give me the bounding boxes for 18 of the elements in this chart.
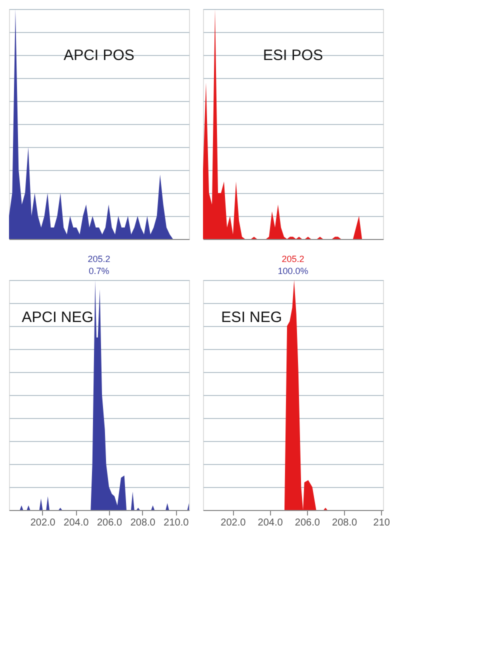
- text: ESI NEG: [221, 308, 282, 326]
- x-tick-label: 206.0: [294, 518, 320, 528]
- text: APCI POS: [64, 47, 134, 64]
- text: 100.0%: [278, 266, 308, 276]
- x-tick-label: 204.0: [258, 518, 284, 528]
- x-tick-label: 210.0: [164, 518, 190, 528]
- x-tick-label: 202.0: [30, 518, 56, 528]
- text: 205.2: [282, 254, 304, 264]
- x-tick-label: 208.0: [130, 518, 156, 528]
- text: ESI POS: [262, 47, 324, 64]
- x-tick-label: 206.0: [96, 518, 122, 528]
- text: 0.7%: [88, 266, 110, 276]
- x-tick-label: 208.0: [332, 518, 358, 528]
- text: APCI NEG: [22, 308, 94, 326]
- x-tick-label: 210: [373, 518, 390, 528]
- text: 205.2: [88, 254, 110, 264]
- x-tick-label: 204.0: [64, 518, 90, 528]
- x-tick-label: 202.0: [220, 518, 246, 528]
